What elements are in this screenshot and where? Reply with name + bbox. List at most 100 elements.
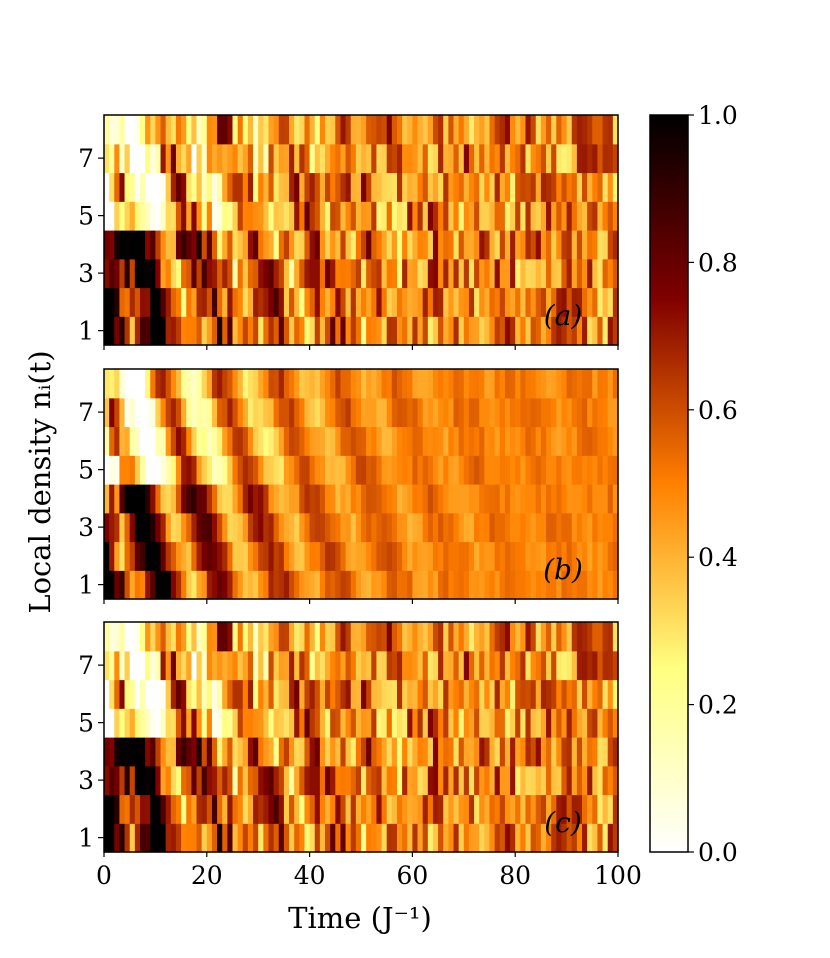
heatmap-cell xyxy=(366,287,372,317)
heatmap-cell xyxy=(340,258,347,289)
heatmap-cell xyxy=(479,541,485,571)
heatmap-cell xyxy=(412,287,419,317)
heatmap-cell xyxy=(191,230,198,260)
heatmap-cell xyxy=(170,455,177,485)
heatmap-cell xyxy=(386,258,393,289)
heatmap-cell xyxy=(386,765,393,796)
heatmap-cell xyxy=(345,316,352,346)
heatmap-cell xyxy=(355,369,362,399)
heatmap-cell xyxy=(515,737,521,767)
heatmap-cell xyxy=(278,484,285,514)
heatmap-cell xyxy=(530,369,537,399)
heatmap-cell xyxy=(432,369,439,399)
heatmap-cell xyxy=(268,708,275,738)
heatmap-cell xyxy=(109,679,115,709)
heatmap-cell xyxy=(165,650,172,681)
heatmap-cell xyxy=(150,258,156,289)
heatmap-cell xyxy=(232,172,239,202)
heatmap-cell xyxy=(129,455,136,485)
heatmap-cell xyxy=(525,650,532,681)
heatmap-cell xyxy=(479,650,485,681)
heatmap-cell xyxy=(371,622,378,652)
heatmap-cell xyxy=(237,622,244,652)
heatmap-cell xyxy=(155,622,162,652)
heatmap-cell xyxy=(376,679,383,709)
heatmap-cell xyxy=(114,650,121,681)
heatmap-cell xyxy=(325,143,331,174)
heatmap-cell xyxy=(566,708,573,738)
heatmap-cell xyxy=(134,765,141,796)
heatmap-cell xyxy=(330,115,336,145)
heatmap-cell xyxy=(432,679,439,709)
heatmap-cell xyxy=(222,512,228,543)
heatmap-cell xyxy=(515,484,521,514)
heatmap-cell xyxy=(340,230,347,260)
heatmap-cell xyxy=(484,541,491,571)
heatmap-cell xyxy=(217,369,223,399)
heatmap-cell xyxy=(597,650,604,681)
heatmap-cell xyxy=(525,369,532,399)
heatmap-cell xyxy=(571,172,578,202)
heatmap-cell xyxy=(134,397,141,428)
heatmap-cell xyxy=(211,316,218,346)
heatmap-cell xyxy=(175,316,182,346)
heatmap-cell xyxy=(489,737,496,767)
heatmap-cell xyxy=(355,258,362,289)
heatmap-cell xyxy=(371,455,378,485)
heatmap-cell xyxy=(114,679,121,709)
heatmap-cell xyxy=(242,708,249,738)
heatmap-cell xyxy=(222,455,228,485)
heatmap-cell xyxy=(145,287,151,317)
heatmap-cell xyxy=(458,823,465,853)
heatmap-cell xyxy=(463,650,470,681)
heatmap-cell xyxy=(227,172,234,202)
heatmap-cell xyxy=(530,512,537,543)
heatmap-cell xyxy=(551,287,557,317)
heatmap-cell xyxy=(587,708,593,738)
heatmap-cell xyxy=(551,650,557,681)
heatmap-cell xyxy=(525,679,532,709)
heatmap-cell xyxy=(242,765,249,796)
heatmap-cell xyxy=(422,765,429,796)
heatmap-cell xyxy=(432,455,439,485)
heatmap-cell xyxy=(150,426,156,456)
heatmap-cell xyxy=(114,316,121,346)
heatmap-cell xyxy=(278,512,285,543)
heatmap-cell xyxy=(129,201,136,231)
heatmap-cell xyxy=(412,484,419,514)
heatmap-cell xyxy=(489,258,496,289)
heatmap-cell xyxy=(196,172,203,202)
heatmap-cell xyxy=(422,541,429,571)
heatmap-cell xyxy=(592,369,599,399)
heatmap-cell xyxy=(155,172,162,202)
heatmap-cell xyxy=(335,455,342,485)
heatmap-cell xyxy=(479,622,485,652)
heatmap-cell xyxy=(361,541,367,571)
heatmap-cell xyxy=(453,650,460,681)
heatmap-cell xyxy=(253,455,259,485)
heatmap-cell xyxy=(304,823,311,853)
heatmap-cell xyxy=(448,426,455,456)
heatmap-cell xyxy=(206,512,213,543)
heatmap-cell xyxy=(468,230,475,260)
heatmap-cell xyxy=(181,650,187,681)
heatmap-cell xyxy=(489,622,496,652)
heatmap-cell xyxy=(499,201,506,231)
heatmap-cell xyxy=(561,765,568,796)
heatmap-cell xyxy=(289,512,295,543)
heatmap-cell xyxy=(361,316,367,346)
heatmap-cell xyxy=(602,172,609,202)
heatmap-cell xyxy=(170,143,177,174)
heatmap-cell xyxy=(217,426,223,456)
heatmap-cell xyxy=(258,397,264,428)
heatmap-cell xyxy=(592,794,599,824)
heatmap-cell xyxy=(268,287,275,317)
heatmap-cell xyxy=(350,287,357,317)
heatmap-cell xyxy=(474,570,480,600)
heatmap-cell xyxy=(201,765,208,796)
heatmap-cell xyxy=(499,287,506,317)
heatmap-cell xyxy=(278,201,285,231)
heatmap-cell xyxy=(443,765,449,796)
heatmap-cell xyxy=(304,541,311,571)
heatmap-cell xyxy=(366,737,372,767)
